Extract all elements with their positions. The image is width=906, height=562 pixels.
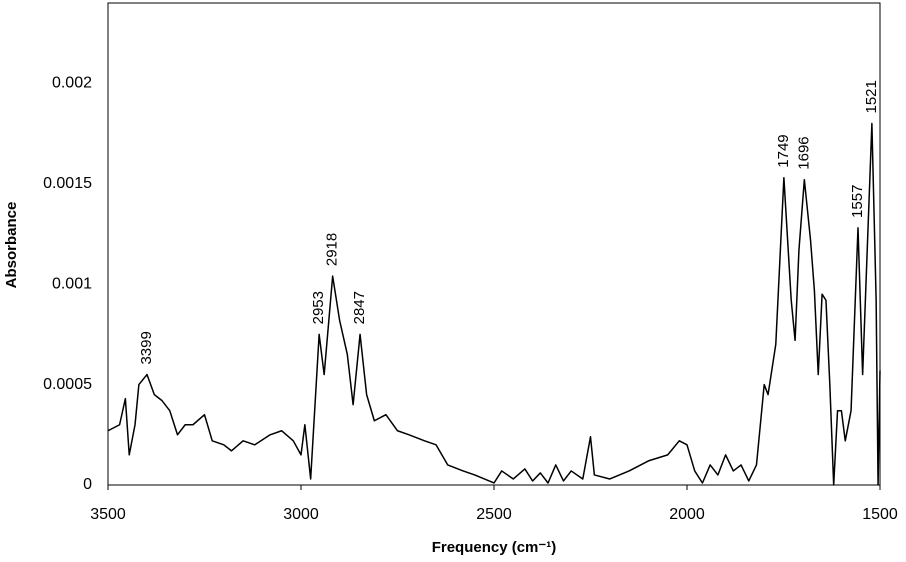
spectrum-line [107, 122, 881, 486]
y-axis-title: Absorbance [3, 202, 20, 289]
x-tick-label: 1500 [862, 506, 898, 523]
x-tick-label: 2500 [476, 506, 512, 523]
peak-label: 1696 [795, 136, 812, 169]
y-tick-label: 0.002 [52, 75, 92, 92]
peak-label: 2918 [324, 233, 341, 266]
plot-frame [107, 2, 881, 486]
x-tick-label: 2000 [669, 506, 705, 523]
peak-label: 1521 [863, 80, 880, 113]
x-axis-title: Frequency (cm⁻¹) [432, 539, 557, 556]
peak-label: 3399 [138, 331, 155, 364]
y-tick-label: 0.001 [52, 275, 92, 292]
x-tick-label: 3500 [90, 506, 126, 523]
peak-label: 2847 [351, 291, 368, 324]
peak-label: 1557 [849, 185, 866, 218]
peak-label: 1749 [775, 134, 792, 167]
y-tick-label: 0 [83, 476, 92, 493]
x-tick-label: 3000 [283, 506, 319, 523]
y-tick-label: 0.0015 [43, 175, 92, 192]
peak-label: 2953 [310, 291, 327, 324]
y-tick-label: 0.0005 [43, 376, 92, 393]
